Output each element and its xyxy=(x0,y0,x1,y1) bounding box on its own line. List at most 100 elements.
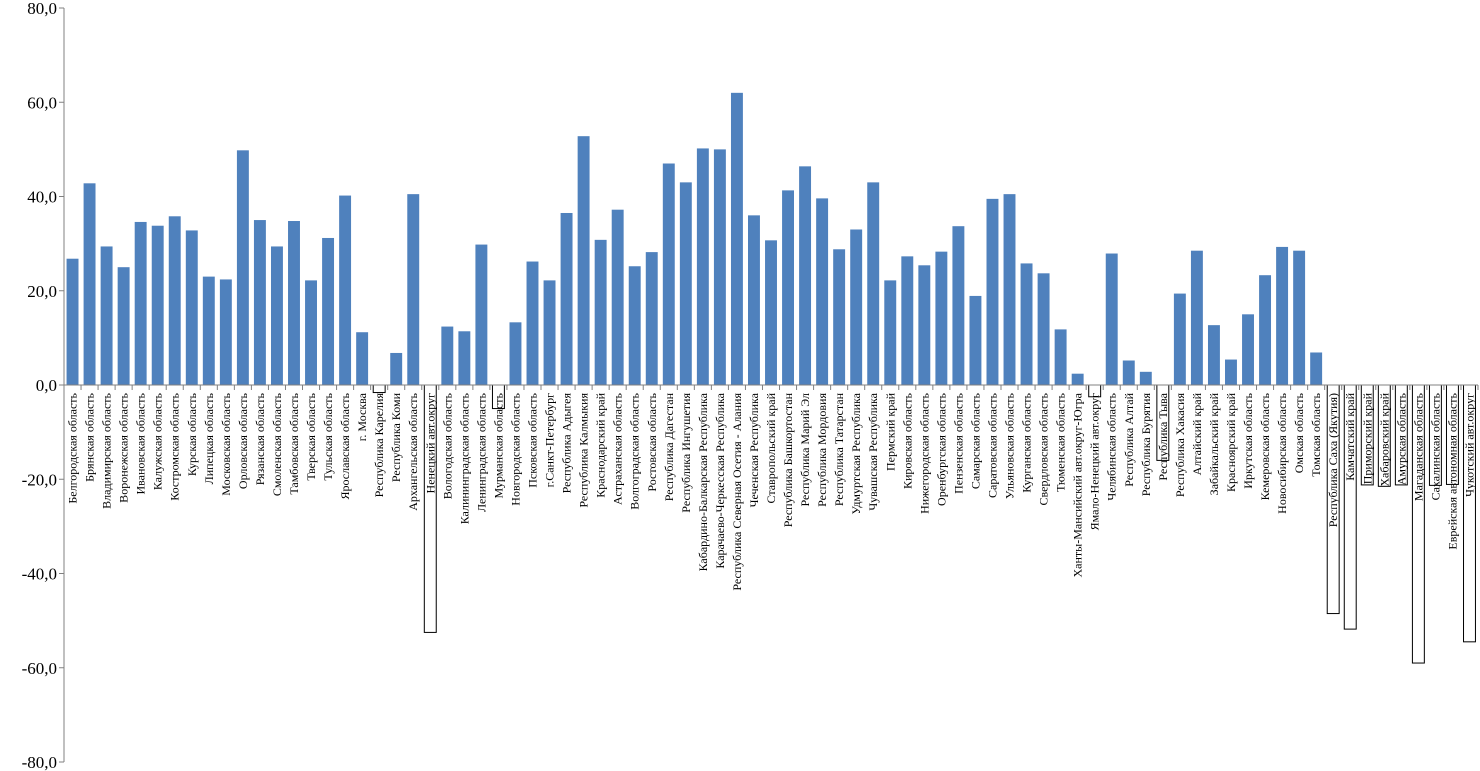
bar xyxy=(1122,360,1135,385)
axes xyxy=(59,7,1479,763)
category-label: Тюменская область xyxy=(1054,392,1068,491)
category-label: Ставропольский край xyxy=(764,392,778,503)
bar xyxy=(390,352,403,385)
category-label: Красноярский край xyxy=(1224,392,1238,492)
category-label: Пензенская область xyxy=(951,392,965,493)
bar xyxy=(833,249,846,385)
bar xyxy=(236,150,249,385)
category-label: Республика Бурятия xyxy=(1139,393,1153,497)
bar xyxy=(1225,359,1237,385)
category-label: Смоленская область xyxy=(270,392,284,496)
bar xyxy=(253,220,266,385)
bar xyxy=(577,136,590,385)
category-label: Оренбургская область xyxy=(934,392,948,505)
bar xyxy=(1190,250,1203,385)
bar xyxy=(969,295,982,385)
bar xyxy=(816,198,829,385)
category-label: Сахалинская область xyxy=(1428,392,1442,500)
bar xyxy=(799,166,812,385)
bar xyxy=(765,240,777,385)
category-label: Кемеровская область xyxy=(1258,392,1272,500)
category-label: Самарская область xyxy=(968,392,982,489)
bar xyxy=(441,326,454,385)
category-label: Псковская область xyxy=(525,392,539,487)
category-label: Чувашская Республика xyxy=(866,392,880,510)
category-label: Республика Калмыкия xyxy=(577,393,591,508)
bars xyxy=(66,92,1476,664)
category-label: Курганская область xyxy=(1020,392,1034,492)
bar xyxy=(1105,253,1118,385)
category-label: Новосибирская область xyxy=(1275,392,1289,513)
category-label: Республика Мордовия xyxy=(815,393,829,507)
bar xyxy=(202,276,215,385)
y-tick-label: 40,0 xyxy=(27,188,57,207)
bar xyxy=(935,251,948,385)
category-label: Магаданская область xyxy=(1411,392,1425,501)
category-label: Курская область xyxy=(185,392,199,476)
category-label: Брянская область xyxy=(83,392,97,481)
category-label: Республика Хакасия xyxy=(1173,393,1187,498)
category-label: Камчатский край xyxy=(1343,392,1357,480)
bar xyxy=(339,195,352,385)
category-label: Кировская область xyxy=(900,392,914,489)
bar xyxy=(748,215,760,385)
bar xyxy=(1020,263,1033,385)
category-label: Ивановская область xyxy=(134,392,148,494)
bar xyxy=(1139,371,1152,385)
category-label: Республика Северная Осетия - Алания xyxy=(730,393,744,591)
bar xyxy=(986,198,999,385)
category-label: Краснодарский край xyxy=(594,392,608,497)
category-label: Чукотский авт.округ xyxy=(1462,393,1476,497)
bar xyxy=(1071,373,1084,385)
bar xyxy=(952,226,965,385)
category-label: Мурманская область xyxy=(491,392,505,498)
bar xyxy=(288,221,300,385)
category-label: Белгородская область xyxy=(66,392,80,503)
bar xyxy=(1259,275,1272,385)
bar xyxy=(322,237,335,385)
category-label: Республика Башкортостан xyxy=(781,392,795,527)
y-tick-label: -80,0 xyxy=(22,753,57,771)
category-label: г. Москва xyxy=(355,392,369,441)
category-label: Нижегородская область xyxy=(917,392,931,513)
bar xyxy=(628,266,641,385)
category-label: Томская область xyxy=(1309,392,1323,476)
category-label: Калининградская область xyxy=(457,392,471,524)
bar xyxy=(543,280,556,385)
category-label: Ханты-Мансийский авт.округ-Югра xyxy=(1071,392,1085,577)
bar xyxy=(66,258,79,385)
category-label: Тамбовская область xyxy=(287,392,301,494)
category-label: Удмуртская Республика xyxy=(849,392,863,514)
bar xyxy=(713,149,726,386)
category-label: Иркутская область xyxy=(1241,392,1255,488)
category-label: Республика Адыгея xyxy=(560,393,574,494)
bar xyxy=(372,384,386,394)
category-label: Забайкальский край xyxy=(1207,392,1221,495)
category-label: Ленинградская область xyxy=(474,392,488,512)
bar xyxy=(1293,250,1306,385)
category-label: Еврейская автономная область xyxy=(1445,392,1459,549)
category-label: Калужская область xyxy=(151,392,165,490)
bar xyxy=(1037,273,1050,385)
bar xyxy=(151,225,164,385)
bar xyxy=(560,212,573,385)
category-label: Вологодская область xyxy=(440,392,454,499)
y-tick-label: -20,0 xyxy=(22,470,57,489)
bar xyxy=(1207,325,1220,385)
bar xyxy=(219,279,232,385)
category-label: Воронежская область xyxy=(117,392,131,502)
bar xyxy=(509,322,522,385)
category-label: Московская область xyxy=(219,392,233,495)
bar xyxy=(1054,329,1067,385)
bar xyxy=(475,244,488,385)
bar xyxy=(901,256,914,385)
bar xyxy=(185,230,198,385)
category-label: Ненецкий авт.округ xyxy=(423,393,437,494)
y-tick-label: 0,0 xyxy=(36,376,57,395)
category-label: Республика Саха (Якутия) xyxy=(1326,393,1340,527)
category-label: Тверская область xyxy=(304,392,318,480)
bar xyxy=(696,148,709,385)
bar xyxy=(918,265,931,385)
category-label: Рязанская область xyxy=(253,392,267,485)
category-label: Республика Тыва xyxy=(1156,392,1170,480)
